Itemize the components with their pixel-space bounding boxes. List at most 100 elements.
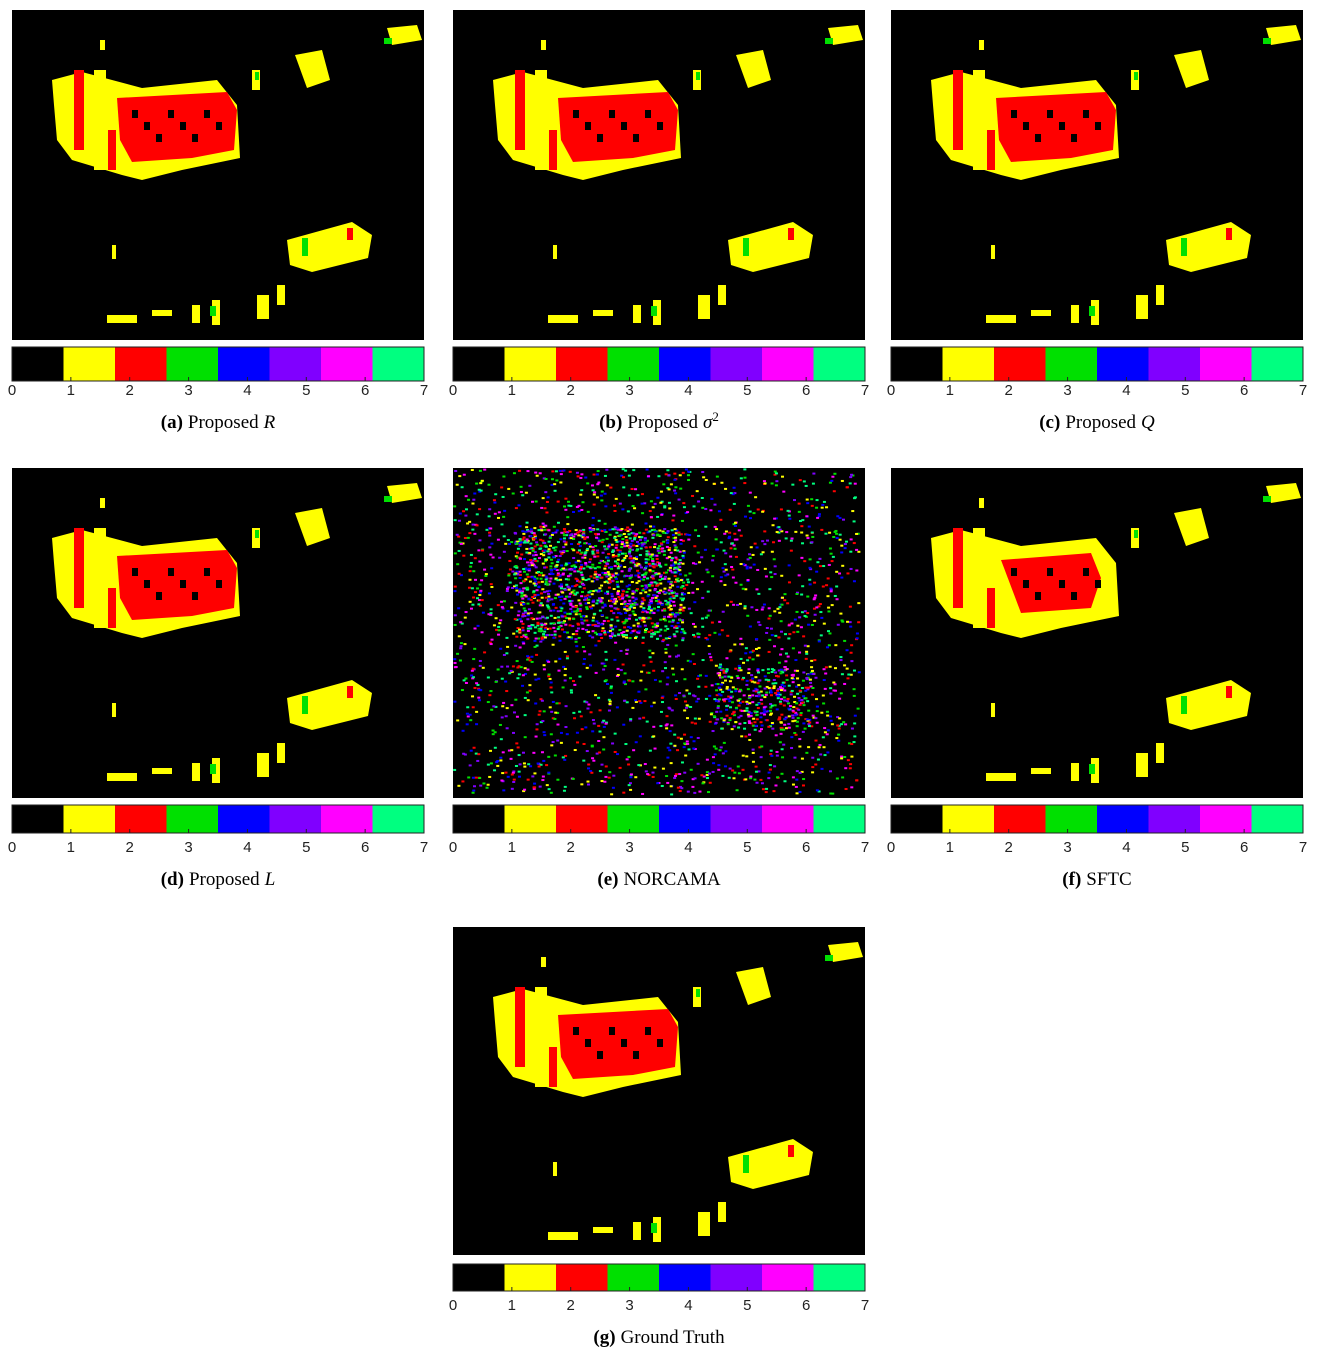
region — [757, 707, 760, 709]
region — [479, 785, 482, 787]
region — [629, 637, 632, 639]
region — [631, 593, 634, 595]
region — [654, 748, 657, 750]
region — [628, 784, 631, 786]
region — [597, 470, 600, 472]
region — [527, 630, 530, 632]
region — [783, 718, 786, 720]
region — [580, 595, 583, 597]
region — [794, 619, 797, 621]
region — [563, 540, 566, 542]
region — [650, 500, 653, 502]
colorbar-tick-label: 2 — [1005, 839, 1013, 856]
region — [662, 532, 665, 534]
region — [461, 486, 464, 488]
region — [557, 594, 560, 596]
region — [666, 782, 669, 784]
region — [526, 618, 529, 620]
region — [615, 547, 618, 549]
region — [663, 554, 666, 556]
region — [626, 591, 629, 593]
region — [662, 639, 665, 641]
colorbar-tick-label: 7 — [861, 1297, 869, 1314]
region — [851, 728, 854, 730]
region — [488, 546, 491, 548]
region — [807, 723, 810, 725]
region — [824, 754, 827, 756]
region — [646, 611, 649, 613]
region — [812, 673, 815, 675]
region — [596, 576, 599, 578]
region — [818, 746, 821, 748]
region — [681, 761, 684, 763]
region — [513, 711, 516, 713]
region — [490, 583, 493, 585]
region — [495, 617, 498, 619]
region — [676, 550, 679, 552]
region — [525, 636, 528, 638]
region — [819, 603, 822, 605]
region — [517, 548, 520, 550]
region — [663, 506, 666, 508]
region — [562, 470, 565, 472]
region — [1059, 580, 1065, 588]
region — [498, 629, 501, 631]
region — [528, 684, 531, 686]
region — [454, 624, 457, 626]
region — [714, 753, 717, 755]
region — [724, 552, 727, 554]
region — [656, 622, 659, 624]
region — [1226, 228, 1232, 240]
region — [687, 471, 690, 473]
region — [608, 699, 611, 701]
region — [692, 634, 695, 636]
region — [832, 689, 835, 691]
region — [705, 675, 708, 677]
region — [506, 666, 509, 668]
region — [676, 580, 679, 582]
region — [572, 557, 575, 559]
region — [804, 645, 807, 647]
region — [684, 700, 687, 702]
region — [683, 506, 686, 508]
region — [802, 784, 805, 786]
colorbar-segment — [659, 805, 711, 833]
region — [513, 472, 516, 474]
region — [646, 469, 649, 471]
region — [562, 622, 565, 624]
region — [667, 581, 670, 583]
region — [701, 782, 704, 784]
region — [558, 626, 561, 628]
region — [791, 538, 794, 540]
region — [670, 559, 673, 561]
region — [763, 708, 766, 710]
region — [667, 474, 670, 476]
region — [526, 669, 529, 671]
region — [730, 691, 733, 693]
region — [683, 607, 686, 609]
region — [657, 606, 660, 608]
region — [531, 661, 534, 663]
region — [580, 564, 583, 566]
region — [620, 528, 623, 530]
region — [676, 586, 679, 588]
region — [732, 577, 735, 579]
region — [488, 532, 491, 534]
region — [521, 598, 524, 600]
region — [744, 778, 747, 780]
region — [687, 479, 690, 481]
colorbar-segment — [1200, 805, 1252, 833]
region — [467, 537, 470, 539]
region — [541, 957, 546, 967]
region — [715, 689, 718, 691]
region — [192, 305, 200, 323]
region — [618, 535, 621, 537]
region — [586, 482, 589, 484]
region — [606, 591, 609, 593]
region — [625, 637, 628, 639]
region — [800, 557, 803, 559]
region — [681, 668, 684, 670]
region — [675, 631, 678, 633]
region — [633, 607, 636, 609]
region — [519, 558, 522, 560]
